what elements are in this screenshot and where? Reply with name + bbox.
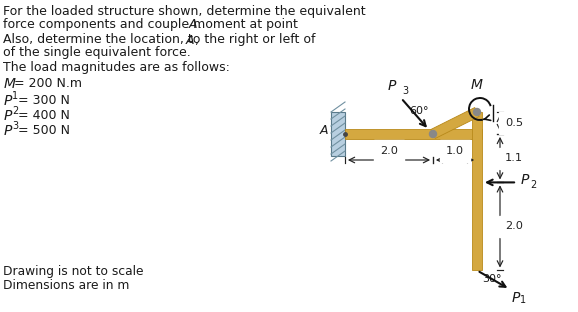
Text: Drawing is not to scale: Drawing is not to scale [3,265,143,278]
Text: $\mathit{A}$.: $\mathit{A}$. [188,18,202,31]
Text: 2: 2 [12,106,18,116]
Text: = 500 N: = 500 N [18,124,70,137]
Text: 2.0: 2.0 [505,222,523,232]
Text: $\mathit{P}$: $\mathit{P}$ [3,124,13,138]
Text: $\mathit{A}$: $\mathit{A}$ [318,124,329,137]
Text: $\mathit{P}$: $\mathit{P}$ [3,109,13,123]
Text: of the single equivalent force.: of the single equivalent force. [3,46,191,59]
Text: force components and couple moment at point: force components and couple moment at po… [3,18,302,31]
Polygon shape [345,129,482,139]
Text: 60°: 60° [409,106,428,116]
Text: 1: 1 [12,91,18,101]
Text: = 400 N: = 400 N [18,109,70,122]
Text: = 300 N: = 300 N [18,94,70,107]
Text: 0.5: 0.5 [505,118,523,128]
Circle shape [429,130,436,138]
Text: The load magnitudes are as follows:: The load magnitudes are as follows: [3,61,230,74]
Polygon shape [431,108,479,139]
Text: 3: 3 [12,121,18,131]
Text: Also, determine the location, to the right or left of: Also, determine the location, to the rig… [3,33,320,46]
Text: $\mathit{P}$: $\mathit{P}$ [387,79,397,93]
Text: $\mathit{P}$: $\mathit{P}$ [520,173,531,188]
Text: $\mathit{P}$: $\mathit{P}$ [511,291,521,305]
Text: For the loaded structure shown, determine the equivalent: For the loaded structure shown, determin… [3,5,366,18]
Polygon shape [472,112,482,271]
Polygon shape [331,112,345,156]
Text: 1.1: 1.1 [505,153,523,163]
Text: = 200 N.m: = 200 N.m [14,77,82,90]
Text: 30°: 30° [482,274,502,285]
Text: 1.0: 1.0 [446,146,464,156]
Text: $\mathit{A}$,: $\mathit{A}$, [185,33,199,47]
Text: $\mathit{M}$: $\mathit{M}$ [3,77,17,91]
Text: 2.0: 2.0 [380,146,398,156]
Text: 3: 3 [402,86,408,96]
Text: $\mathit{M}$: $\mathit{M}$ [470,78,484,92]
Text: $\mathit{P}$: $\mathit{P}$ [3,94,13,108]
Text: 1: 1 [520,295,526,305]
Text: Dimensions are in m: Dimensions are in m [3,279,129,292]
Circle shape [473,109,480,115]
Text: 2: 2 [530,180,536,190]
